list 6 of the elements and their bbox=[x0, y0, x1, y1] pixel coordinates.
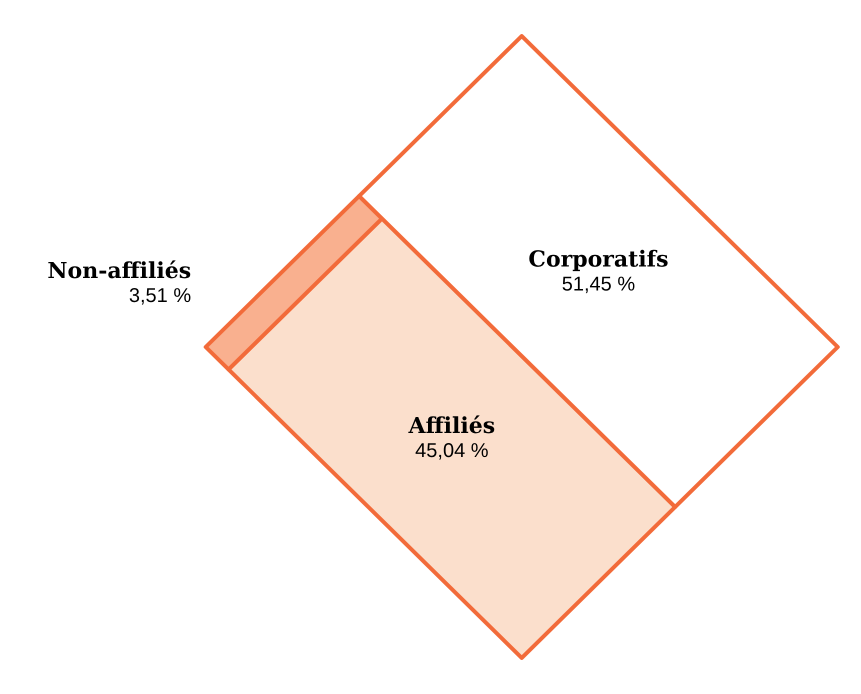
data-label: 3,51 % bbox=[128, 284, 192, 307]
data-label: 51,45 % bbox=[562, 274, 636, 296]
category-label: Non-affiliés bbox=[47, 258, 192, 284]
data-label: 45,04 % bbox=[415, 440, 489, 462]
category-label: Affiliés bbox=[408, 413, 496, 440]
category-label: Corporatifs bbox=[528, 246, 668, 273]
